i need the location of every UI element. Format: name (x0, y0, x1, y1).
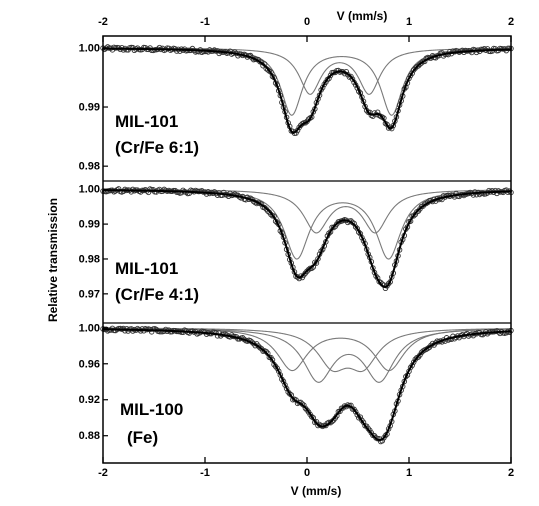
data-point (417, 352, 423, 358)
data-point (304, 268, 310, 275)
x-tick-label: -2 (98, 467, 108, 479)
panel-3-label-line2: (Fe) (127, 428, 158, 447)
panel-2-ytick-label: 0.99 (79, 219, 100, 231)
panel-2-fit-total (102, 189, 512, 288)
data-point (327, 72, 334, 79)
panel-2 (100, 186, 514, 292)
panel-1-ytick-label: 0.99 (79, 102, 100, 114)
data-point (305, 266, 312, 273)
panels (100, 44, 514, 445)
panel-1-component-1 (103, 47, 512, 116)
data-point (410, 359, 417, 365)
data-point (472, 189, 478, 195)
top-x-tick-label: 0 (304, 16, 310, 28)
data-point (418, 60, 425, 66)
top-x-tick-label: -1 (200, 16, 210, 28)
panel-2-ytick-label: 1.00 (79, 184, 100, 196)
panel-3-label-line1: MIL-100 (120, 400, 183, 419)
panel-3-component-3 (103, 327, 512, 373)
data-point (348, 73, 354, 80)
data-point (415, 63, 422, 69)
panel-1-label-line2: (Cr/Fe 6:1) (115, 138, 199, 157)
x-tick-label: 0 (304, 467, 310, 479)
x-tick-label: 2 (508, 467, 514, 479)
x-axis-label: V (mm/s) (291, 484, 342, 498)
data-point (349, 76, 356, 82)
panel-3-fit-total (102, 328, 512, 442)
panel-1-fit-total (102, 47, 512, 134)
panel-3-data-points (100, 325, 514, 445)
panel-3-ytick-label: 0.96 (79, 358, 100, 370)
panel-2-ytick-label: 0.98 (79, 253, 100, 265)
data-point (410, 213, 417, 219)
panel-3-ytick-label: 0.92 (79, 394, 100, 406)
panel-3-ytick-label: 1.00 (79, 322, 100, 334)
data-point (337, 408, 343, 415)
axes: 1.00 0.99 0.98 1.00 0.99 0.98 0.97 1.00 0.96 0.92… (79, 16, 514, 479)
panel-3-ytick-label: 0.88 (79, 430, 100, 442)
panel-3 (100, 325, 514, 445)
data-point (307, 265, 313, 272)
top-x-axis-label: V (mm/s) (337, 9, 388, 23)
data-point (315, 256, 321, 262)
panel-1 (100, 44, 514, 136)
panel-2-label-line1: MIL-101 (115, 259, 178, 278)
data-point (417, 61, 423, 67)
data-point (409, 70, 415, 77)
panel-3-component-2 (102, 327, 512, 372)
top-x-tick-label: 1 (406, 16, 412, 28)
panel-1-ytick-label: 1.00 (79, 42, 100, 54)
x-tick-label: 1 (406, 467, 412, 479)
data-point (503, 330, 510, 336)
data-point (382, 432, 389, 439)
x-tick-label: -1 (200, 467, 210, 479)
panel-1-label-line1: MIL-101 (115, 112, 178, 131)
panel-2-label-line2: (Cr/Fe 4:1) (115, 285, 199, 304)
panel-2-ytick-label: 0.97 (79, 288, 100, 300)
data-point (352, 224, 359, 230)
data-point (130, 328, 136, 334)
data-point (324, 76, 331, 83)
data-point (505, 45, 511, 52)
plot-frame (102, 35, 512, 464)
panel-1-ytick-label: 0.98 (79, 161, 100, 173)
data-point (274, 219, 280, 226)
y-axis-label: Relative transmission (46, 198, 60, 322)
panel-2-component-1 (103, 189, 512, 260)
top-x-tick-label: -2 (98, 16, 108, 28)
data-point (352, 409, 359, 415)
top-x-tick-label: 2 (508, 16, 514, 28)
